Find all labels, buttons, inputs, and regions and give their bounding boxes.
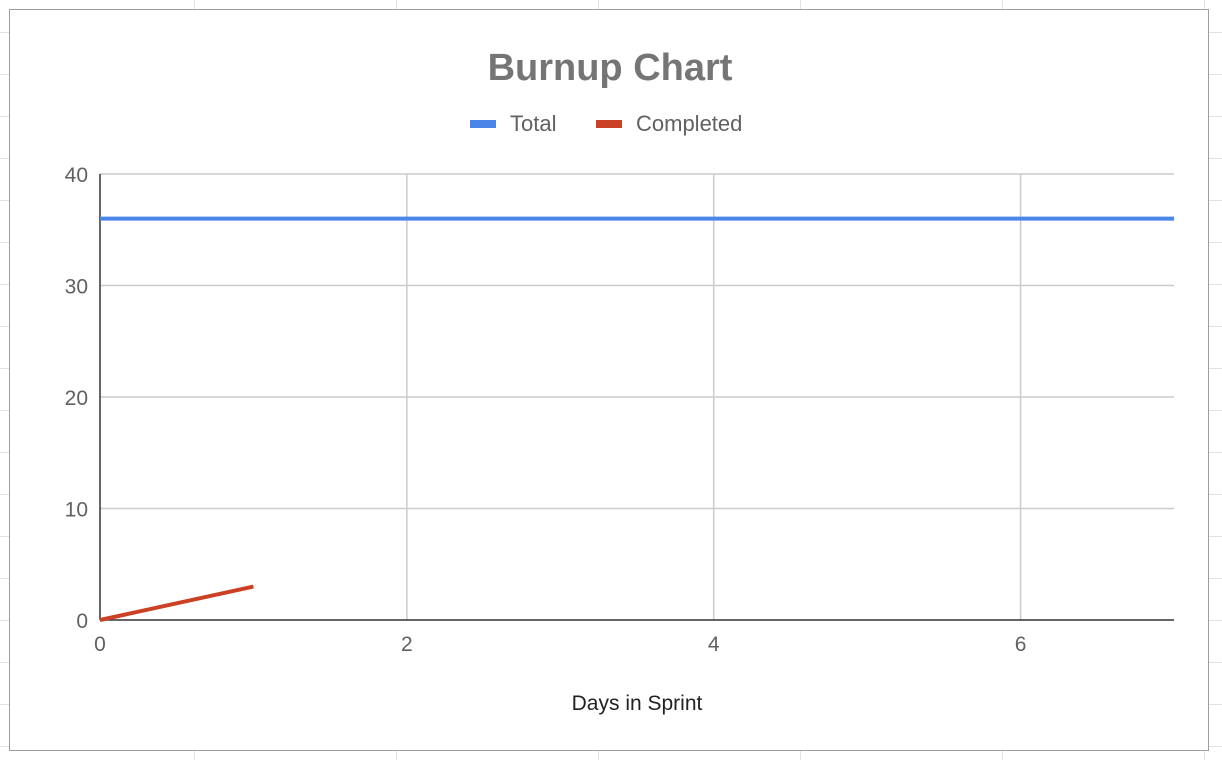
legend-swatch bbox=[470, 120, 496, 128]
y-tick-label: 20 bbox=[65, 387, 88, 410]
x-tick-label: 6 bbox=[1015, 633, 1027, 656]
series-line-completed bbox=[99, 584, 254, 622]
y-tick-label: 10 bbox=[65, 499, 88, 522]
legend-label: Total bbox=[510, 111, 556, 136]
x-tick-label: 2 bbox=[401, 633, 413, 656]
x-tick-label: 4 bbox=[708, 633, 720, 656]
tick-labels: 0 10 20 30 40 0 2 4 6 bbox=[65, 164, 1027, 656]
chart-container[interactable]: Burnup Chart Total Completed 0 10 20 30 40 0 2 4… bbox=[9, 9, 1209, 751]
legend-label: Completed bbox=[636, 111, 742, 136]
y-tick-label: 40 bbox=[65, 164, 88, 187]
y-tick-label: 0 bbox=[76, 610, 88, 633]
gridlines bbox=[99, 173, 1174, 621]
series-lines bbox=[99, 216, 1175, 622]
x-axis-label: Days in Sprint bbox=[572, 692, 703, 715]
legend: Total Completed bbox=[470, 111, 742, 136]
legend-swatch bbox=[596, 120, 622, 128]
y-tick-label: 30 bbox=[65, 276, 88, 299]
x-tick-label: 0 bbox=[94, 633, 106, 656]
chart-title: Burnup Chart bbox=[488, 47, 733, 89]
burnup-chart: Burnup Chart Total Completed 0 10 20 30 40 0 2 4… bbox=[65, 47, 1175, 715]
